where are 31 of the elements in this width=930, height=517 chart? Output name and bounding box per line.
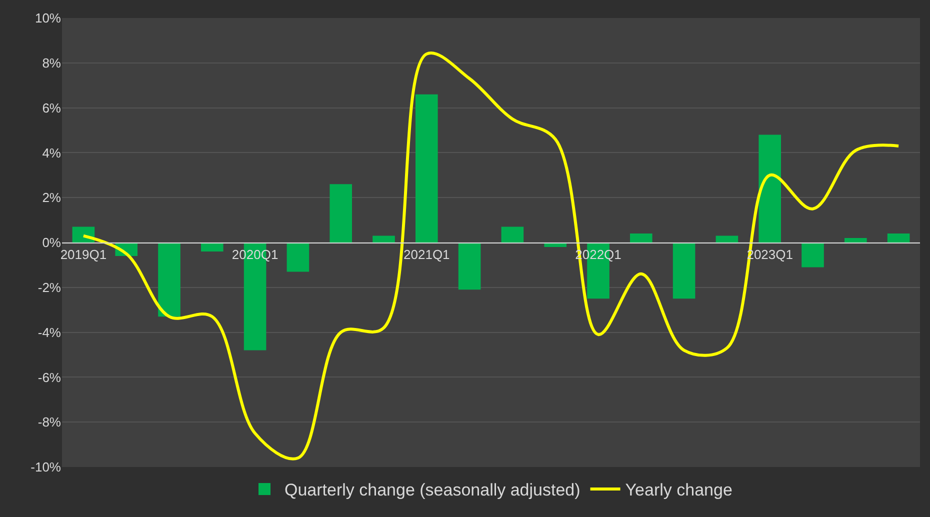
y-tick-label: -8% (38, 414, 62, 430)
y-tick-label: -10% (30, 460, 62, 475)
y-tick-label: -2% (38, 280, 62, 295)
x-tick-label: 2020Q1 (232, 247, 278, 262)
bar (286, 242, 310, 272)
bar (158, 242, 180, 317)
bar (716, 236, 738, 242)
y-tick-label: 2% (42, 190, 62, 206)
y-tick-label: 0% (42, 235, 62, 250)
bar (458, 242, 481, 290)
y-tick-label: 8% (42, 55, 62, 70)
x-tick-label: 2019Q1 (60, 247, 107, 262)
bar (416, 94, 438, 242)
bar (201, 242, 224, 252)
bar (330, 184, 352, 242)
y-tick-label: 4% (42, 145, 62, 160)
bar (672, 242, 696, 299)
bar (758, 134, 781, 242)
y-tick-label: 6% (42, 100, 62, 116)
bar (802, 242, 824, 268)
bar (887, 234, 910, 242)
x-tick-label: 2021Q1 (404, 247, 450, 262)
bar (501, 226, 524, 242)
legend-label: Yearly change (625, 480, 732, 500)
y-tick-label: 10% (34, 10, 62, 26)
bar (630, 234, 652, 242)
y-tick-label: -6% (38, 370, 62, 385)
bar (372, 236, 395, 242)
legend-label: Quarterly change (seasonally adjusted) (284, 480, 580, 500)
y-tick-label: -4% (38, 324, 62, 340)
bar (844, 238, 867, 242)
